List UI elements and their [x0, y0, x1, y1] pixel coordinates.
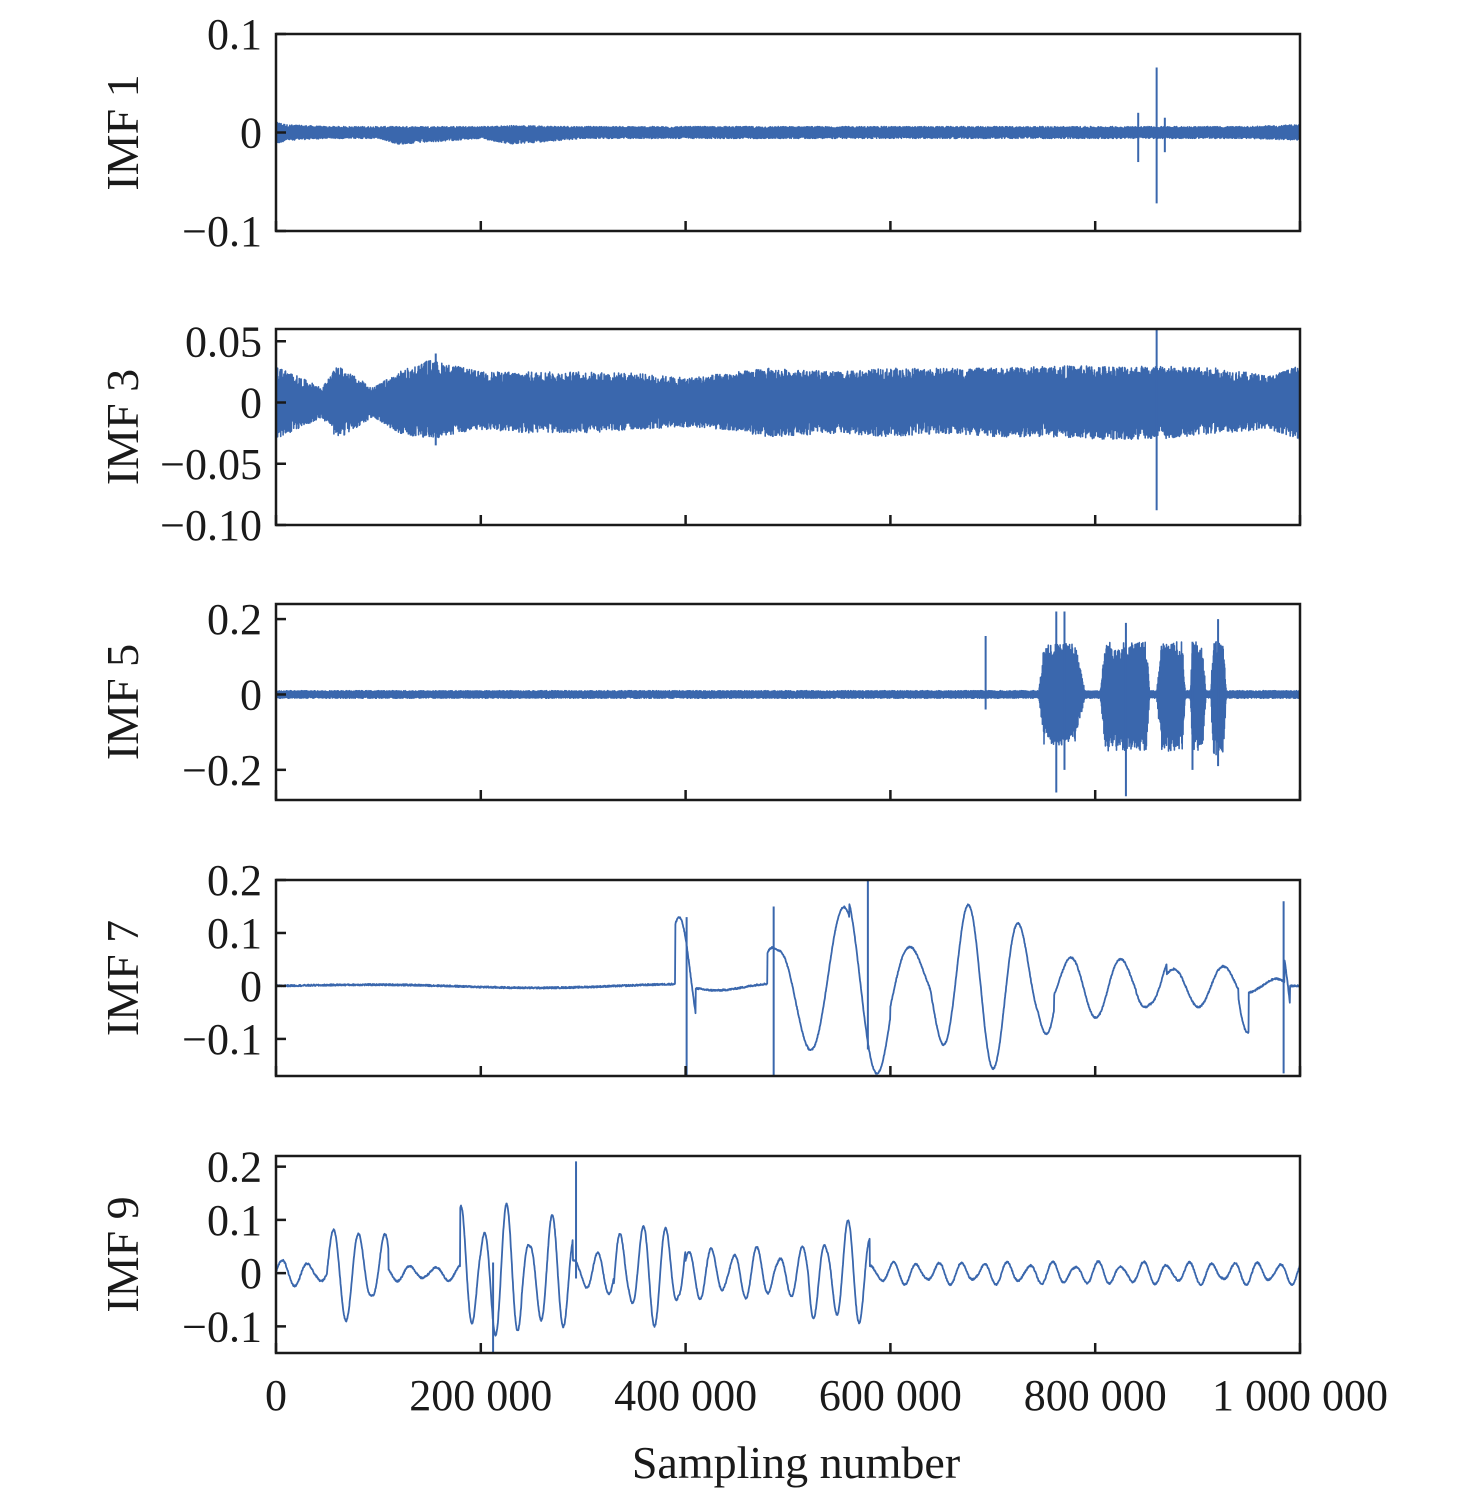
- y-tick-label: 0: [240, 670, 262, 719]
- y-tick-label: 0: [240, 1249, 262, 1298]
- panel-3: −0.2 0 0.2 IMF 5: [97, 595, 1302, 802]
- panel-frame: [274, 1154, 1302, 1355]
- y-tick-label: 0: [240, 109, 262, 158]
- panel-4: −0.100.10.2 IMF 7: [97, 856, 1302, 1078]
- series-line-5: [276, 1202, 1300, 1337]
- y-tick-label: −0.1: [182, 1015, 262, 1064]
- x-tick-label: 200 000: [409, 1371, 552, 1420]
- x-axis-title: Sampling number: [632, 1437, 960, 1488]
- y-tick-label: 0.1: [207, 909, 262, 958]
- x-tick-label: 800 000: [1024, 1371, 1167, 1420]
- y-tick-label: −0.1: [182, 1302, 262, 1351]
- panel-5: −0.100.10.2 IMF 9: [97, 1143, 1302, 1355]
- y-tick-label: 0.2: [207, 856, 262, 905]
- x-tick-label: 600 000: [819, 1371, 962, 1420]
- panel-1: −0.1 0 0.1 IMF 1: [97, 10, 1302, 256]
- y-axis-title: IMF 5: [97, 644, 148, 760]
- y-tick-label: 0: [240, 379, 262, 428]
- panel-2: −0.10 −0.05 0 0.05 IMF 3: [97, 317, 1302, 550]
- y-tick-label: 0.05: [185, 317, 262, 366]
- y-tick-label: 0: [240, 962, 262, 1011]
- y-tick-label: −0.2: [182, 746, 262, 795]
- series-line-3: [276, 641, 1300, 756]
- panel-frame: [274, 327, 1302, 527]
- y-tick-label: 0.2: [207, 595, 262, 644]
- y-tick-label: 0.1: [207, 10, 262, 59]
- y-axis-title: IMF 1: [97, 74, 148, 190]
- y-axis-title: IMF 7: [97, 920, 148, 1036]
- x-tick-label: 400 000: [614, 1371, 757, 1420]
- x-tick-label: 1 000 000: [1212, 1371, 1388, 1420]
- series-line-2: [276, 360, 1300, 440]
- x-tick-labels: 0 200 000 400 000 600 000 800 000 1 000 000: [265, 1371, 1388, 1420]
- y-tick-label: −0.10: [160, 501, 262, 550]
- panel-frame: [274, 602, 1302, 802]
- y-axis-title: IMF 9: [97, 1196, 148, 1312]
- y-axis-title: IMF 3: [97, 369, 148, 485]
- x-tick-label: 0: [265, 1371, 287, 1420]
- series-line-1: [276, 121, 1300, 145]
- y-tick-label: −0.05: [160, 440, 262, 489]
- y-tick-label: 0.1: [207, 1196, 262, 1245]
- y-tick-label: 0.2: [207, 1143, 262, 1192]
- series-line-4: [276, 903, 1300, 1075]
- panel-frame: [274, 878, 1302, 1078]
- y-tick-label: −0.1: [182, 207, 262, 256]
